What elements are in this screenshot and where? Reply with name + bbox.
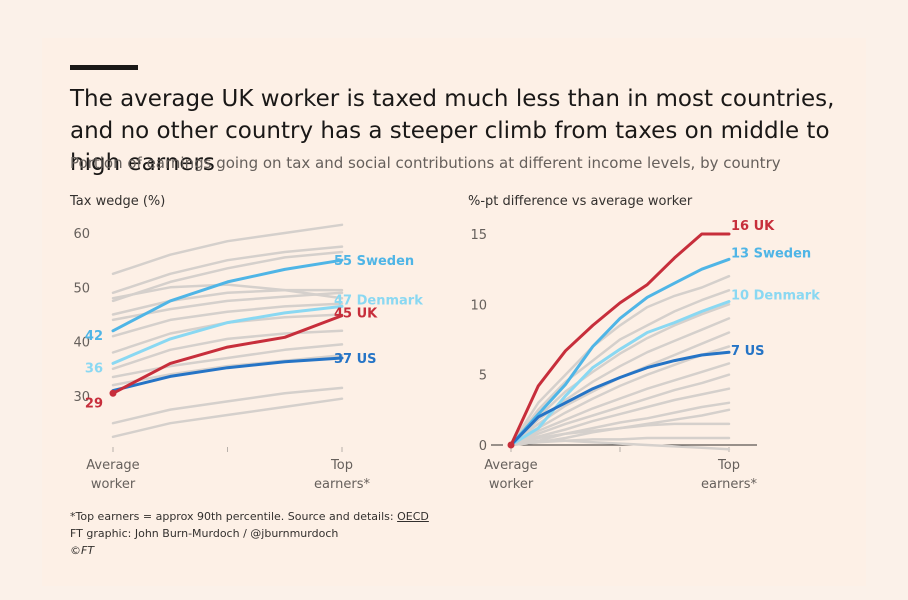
other-country-line — [111, 386, 344, 425]
series-line-sweden — [509, 257, 731, 447]
other-country-line — [111, 250, 344, 303]
other-country-line — [509, 303, 731, 447]
other-country-line — [111, 288, 344, 316]
y-axis-title: %-pt difference vs average worker — [468, 194, 693, 209]
footer-copyright: ©FT — [70, 544, 95, 557]
series-end-label-us: 37 US — [334, 352, 377, 367]
other-country-line — [509, 387, 731, 447]
x-axis-label: earners* — [314, 477, 370, 492]
series-line-uk — [111, 314, 344, 395]
uk-start-marker — [109, 389, 117, 397]
series-end-label-sweden: 13 Sweden — [731, 246, 811, 261]
title-accent-bar — [70, 65, 138, 70]
series-end-label-us: 7 US — [731, 344, 765, 359]
series-line-us — [111, 356, 344, 393]
y-tick-label: 5 — [479, 369, 487, 384]
y-tick-label: 0 — [479, 439, 487, 454]
y-tick-label: 50 — [73, 281, 90, 296]
y-tick-label: 10 — [470, 298, 487, 313]
footer: *Top earners = approx 90th percentile. S… — [70, 508, 570, 559]
other-country-line — [509, 373, 731, 447]
footer-note: *Top earners = approx 90th percentile. S… — [70, 508, 570, 525]
y-axis-title: Tax wedge (%) — [69, 194, 165, 209]
series-end-label-uk: 16 UK — [731, 219, 775, 234]
x-axis-label: worker — [489, 477, 534, 492]
series-line-denmark — [111, 304, 344, 365]
x-axis-label: earners* — [701, 477, 757, 492]
series-end-label-denmark: 10 Denmark — [731, 289, 820, 304]
series-line-uk — [509, 232, 731, 447]
other-country-line — [509, 439, 731, 451]
other-country-line — [111, 223, 344, 276]
series-start-label-sweden: 42 — [85, 329, 103, 344]
other-country-line — [111, 329, 344, 371]
footer-credit: FT graphic: John Burn-Murdoch / @jburnmu… — [70, 527, 339, 540]
y-tick-label: 40 — [73, 336, 90, 351]
x-axis-label: Average — [484, 458, 537, 473]
other-country-line — [111, 245, 344, 295]
uk-start-marker — [507, 441, 515, 449]
other-country-line — [509, 401, 731, 447]
other-country-line — [509, 274, 731, 447]
series-line-us — [509, 350, 731, 447]
series-start-label-denmark: 36 — [85, 361, 103, 376]
other-country-line — [111, 283, 344, 300]
other-country-line — [509, 362, 731, 447]
series-end-label-denmark: 47 Denmark — [334, 293, 423, 308]
other-country-line — [111, 343, 344, 379]
y-tick-label: 15 — [470, 228, 487, 243]
x-axis-label: Top — [330, 458, 353, 473]
y-tick-label: 30 — [73, 390, 90, 405]
x-axis-label: Average — [86, 458, 139, 473]
other-country-line — [111, 291, 344, 322]
series-end-label-uk: 45 UK — [334, 307, 378, 322]
chart-card — [42, 38, 866, 586]
y-tick-label: 60 — [73, 227, 90, 242]
series-line-sweden — [111, 258, 344, 333]
series-end-label-sweden: 55 Sweden — [334, 254, 414, 269]
chart-subtitle: Portion of earnings going on tax and soc… — [70, 154, 781, 172]
other-country-line — [111, 302, 344, 338]
other-country-line — [111, 397, 344, 439]
chart-panel-1: Tax wedge (%) 30 40 50 60 Average worker Top ear… — [69, 194, 423, 492]
chart-title: The average UK worker is taxed much less… — [70, 86, 835, 176]
x-axis-label: worker — [91, 477, 136, 492]
other-country-line — [509, 422, 731, 447]
series-start-label-uk: 29 — [85, 396, 103, 411]
footer-note-text: *Top earners = approx 90th percentile. S… — [70, 510, 398, 523]
source-link[interactable]: OECD — [397, 510, 429, 523]
series-line-denmark — [509, 300, 731, 447]
x-axis-label: Top — [717, 458, 740, 473]
chart-panel-2: %-pt difference vs average worker 0 5 10 15 A… — [468, 194, 820, 492]
other-country-line — [509, 289, 731, 447]
other-country-line — [111, 354, 344, 387]
